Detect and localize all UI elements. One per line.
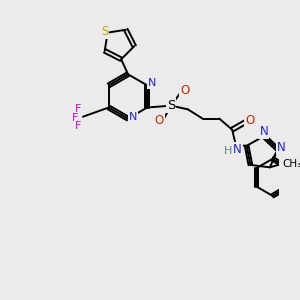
Text: O: O xyxy=(245,114,254,127)
Text: O: O xyxy=(154,114,164,127)
Text: F: F xyxy=(75,121,82,131)
Text: N: N xyxy=(148,79,156,88)
Text: O: O xyxy=(180,84,190,98)
Text: S: S xyxy=(167,99,176,112)
Text: N: N xyxy=(233,142,242,156)
Text: CH₃: CH₃ xyxy=(282,159,300,169)
Text: N: N xyxy=(128,112,137,122)
Text: H: H xyxy=(224,146,233,156)
Text: F: F xyxy=(72,113,79,123)
Text: F: F xyxy=(75,104,82,114)
Text: N: N xyxy=(277,141,285,154)
Text: S: S xyxy=(101,25,109,38)
Text: N: N xyxy=(260,125,268,138)
